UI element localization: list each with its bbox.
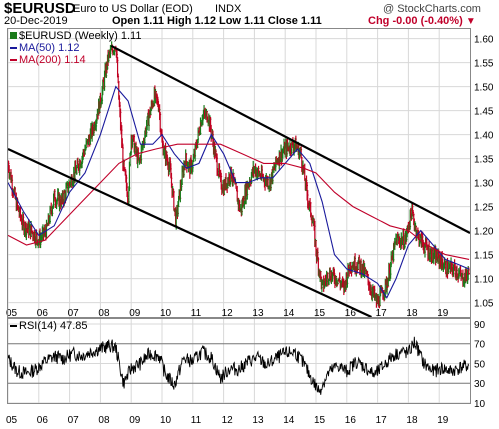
- symbol-title: $EURUSD: [4, 0, 76, 17]
- date-label: 20-Dec-2019: [4, 15, 68, 27]
- rsi-y-tick-label: 10: [474, 399, 486, 410]
- rsi-x-tick-label: 15: [314, 415, 326, 426]
- rsi-y-tick-label: 50: [474, 359, 486, 370]
- rsi-panel-frame: [7, 318, 471, 404]
- rsi-x-tick-label: 17: [376, 415, 388, 426]
- rsi-legend: RSI(14) 47.85: [10, 320, 87, 332]
- rsi-lines: [7, 336, 470, 395]
- y-tick-label: 1.45: [474, 107, 494, 118]
- ma50-legend: MA(50) 1.12: [10, 42, 80, 54]
- y-tick-label: 1.30: [474, 179, 494, 190]
- rsi-x-tick-label: 14: [283, 415, 295, 426]
- price-panel-frame: [7, 28, 471, 318]
- x-tick-label: 12: [222, 308, 234, 319]
- rsi-y-tick-label: 30: [474, 379, 486, 390]
- y-tick-label: 1.50: [474, 83, 494, 94]
- ma200-swatch: [10, 59, 17, 62]
- x-tick-label: 19: [437, 308, 449, 319]
- exchange-label: INDX: [215, 3, 242, 15]
- ohlc-readout: Open 1.11 High 1.12 Low 1.11 Close 1.11: [112, 15, 322, 27]
- y-tick-label: 1.20: [474, 227, 494, 238]
- y-tick-label: 1.25: [474, 203, 494, 214]
- y-tick-label: 1.60: [474, 35, 494, 46]
- ma200-line: [7, 143, 470, 260]
- x-tick-label: 18: [406, 308, 418, 319]
- rsi-line: [7, 336, 470, 395]
- axis-labels: 05 05 06 06 07 07 08 08 09 09 10 10 11 11 12 12 13 13 14 14…: [6, 35, 494, 426]
- y-tick-label: 1.55: [474, 59, 494, 70]
- channel-trendlines: [7, 44, 471, 318]
- x-tick-label: 07: [68, 308, 80, 319]
- rsi-swatch: [10, 325, 17, 328]
- rsi-x-tick-label: 07: [68, 415, 80, 426]
- rsi-y-tick-label: 90: [474, 320, 486, 331]
- rsi-x-tick-label: 12: [222, 415, 234, 426]
- rsi-x-tick-label: 08: [98, 415, 110, 426]
- rsi-x-tick-label: 18: [406, 415, 418, 426]
- rsi-x-tick-label: 11: [191, 415, 202, 426]
- y-tick-label: 1.15: [474, 251, 494, 262]
- x-tick-label: 14: [283, 308, 295, 319]
- x-tick-label: 05: [6, 308, 18, 319]
- x-tick-label: 10: [160, 308, 172, 319]
- rsi-x-tick-label: 05: [6, 415, 18, 426]
- ma200-legend-label: MA(200) 1.14: [19, 54, 86, 66]
- price-legend: $EURUSD (Weekly) 1.11: [10, 30, 141, 42]
- rsi-y-tick-label: 70: [474, 340, 486, 351]
- change-value: Chg -0.00 (-0.40%): [368, 15, 463, 27]
- rsi-x-tick-label: 09: [129, 415, 141, 426]
- x-tick-label: 17: [376, 308, 388, 319]
- ma50-legend-label: MA(50) 1.12: [19, 42, 80, 54]
- rsi-x-tick-label: 06: [37, 415, 49, 426]
- y-tick-label: 1.05: [474, 299, 494, 310]
- ma50-line: [7, 85, 470, 299]
- x-tick-label: 08: [98, 308, 110, 319]
- rsi-x-tick-label: 16: [345, 415, 357, 426]
- instrument-name: Euro to US Dollar (EOD): [73, 3, 193, 15]
- source-label: @ StockCharts.com: [383, 3, 481, 15]
- ma200-legend: MA(200) 1.14: [10, 54, 86, 66]
- ma50-swatch: [10, 47, 17, 50]
- rsi-legend-label: RSI(14) 47.85: [19, 320, 88, 332]
- upper-channel-line: [110, 44, 471, 234]
- x-tick-label: 09: [129, 308, 141, 319]
- y-tick-label: 1.10: [474, 275, 494, 286]
- rsi-x-tick-label: 13: [252, 415, 264, 426]
- triangle-down-icon: ▼: [465, 16, 476, 27]
- x-tick-label: 06: [37, 308, 49, 319]
- lower-channel-line: [7, 148, 372, 318]
- x-tick-label: 16: [345, 308, 357, 319]
- x-tick-label: 11: [191, 308, 202, 319]
- x-tick-label: 13: [252, 308, 264, 319]
- y-tick-label: 1.40: [474, 131, 494, 142]
- rsi-x-tick-label: 10: [160, 415, 172, 426]
- change-readout: Chg -0.00 (-0.40%) ▼: [368, 15, 476, 27]
- price-swatch: [10, 32, 17, 39]
- price-legend-label: $EURUSD (Weekly) 1.11: [19, 30, 142, 42]
- price-bars: [7, 41, 471, 309]
- rsi-x-tick-label: 19: [437, 415, 449, 426]
- moving-average-lines: [7, 85, 470, 299]
- y-tick-label: 1.35: [474, 155, 494, 166]
- x-tick-label: 15: [314, 308, 326, 319]
